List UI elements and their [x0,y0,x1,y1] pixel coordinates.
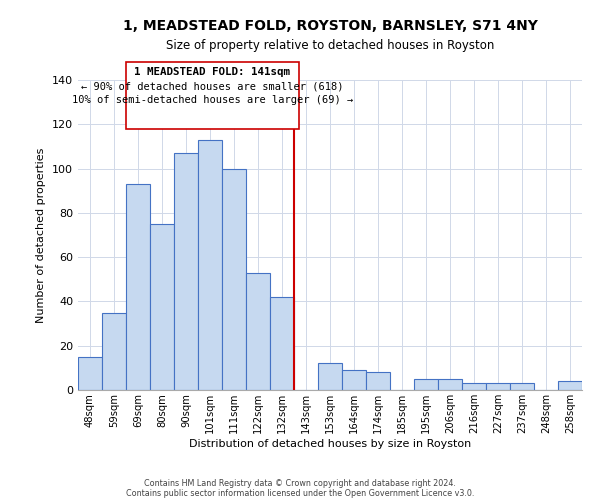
Text: 10% of semi-detached houses are larger (69) →: 10% of semi-detached houses are larger (… [72,95,353,105]
Bar [318,364,342,390]
Bar [150,224,174,390]
Text: 1 MEADSTEAD FOLD: 141sqm: 1 MEADSTEAD FOLD: 141sqm [134,67,290,77]
Bar [222,168,246,390]
Bar [174,153,198,390]
Bar [246,272,270,390]
Text: ← 90% of detached houses are smaller (618): ← 90% of detached houses are smaller (61… [81,82,344,92]
X-axis label: Distribution of detached houses by size in Royston: Distribution of detached houses by size … [189,438,471,448]
FancyBboxPatch shape [126,62,299,128]
Bar [438,379,462,390]
Bar [486,384,510,390]
Bar [414,379,438,390]
Bar [510,384,534,390]
Text: 1, MEADSTEAD FOLD, ROYSTON, BARNSLEY, S71 4NY: 1, MEADSTEAD FOLD, ROYSTON, BARNSLEY, S7… [122,18,538,32]
Bar [366,372,390,390]
Y-axis label: Number of detached properties: Number of detached properties [37,148,46,322]
Text: Size of property relative to detached houses in Royston: Size of property relative to detached ho… [166,40,494,52]
Bar [126,184,150,390]
Text: Contains public sector information licensed under the Open Government Licence v3: Contains public sector information licen… [126,488,474,498]
Bar [558,381,582,390]
Bar [462,384,486,390]
Bar [270,297,294,390]
Bar [102,312,126,390]
Bar [78,357,102,390]
Bar [198,140,222,390]
Text: Contains HM Land Registry data © Crown copyright and database right 2024.: Contains HM Land Registry data © Crown c… [144,478,456,488]
Bar [342,370,366,390]
